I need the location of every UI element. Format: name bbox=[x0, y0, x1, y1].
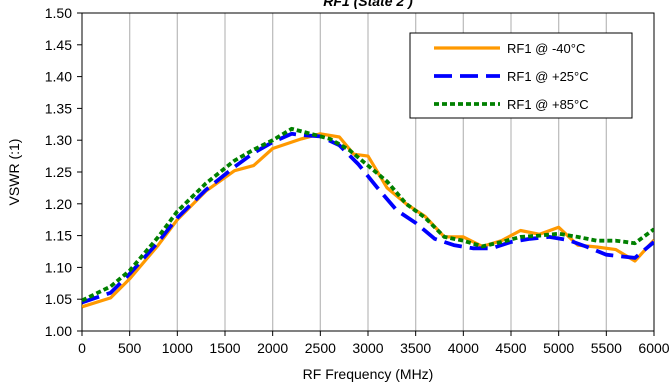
y-tick-label: 1.40 bbox=[45, 69, 72, 85]
series-layer bbox=[82, 126, 654, 309]
y-tick-label: 1.35 bbox=[45, 100, 72, 116]
x-tick-label: 4500 bbox=[495, 340, 526, 356]
y-tick-label: 1.10 bbox=[45, 259, 72, 275]
y-tick-label: 1.45 bbox=[45, 37, 72, 53]
legend: RF1 @ -40°C RF1 @ +25°C RF1 @ +85°C bbox=[409, 32, 633, 119]
y-tick-label: 1.15 bbox=[45, 228, 72, 244]
x-tick-label: 3500 bbox=[400, 340, 431, 356]
x-axis-label: RF Frequency (MHz) bbox=[303, 366, 434, 382]
legend-label-2: RF1 @ +85°C bbox=[507, 97, 589, 112]
x-tick-label: 6000 bbox=[638, 340, 669, 356]
y-tick-label: 1.30 bbox=[45, 132, 72, 148]
x-tick-label: 5000 bbox=[543, 340, 574, 356]
chart-title: RF1 (State 2 ) bbox=[323, 0, 413, 9]
x-tick-label: 500 bbox=[118, 340, 142, 356]
x-tick-label: 0 bbox=[78, 340, 86, 356]
x-tick-label: 5500 bbox=[591, 340, 622, 356]
series-line-2 bbox=[82, 126, 654, 303]
y-tick-label: 1.50 bbox=[45, 5, 72, 21]
y-tick-label: 1.05 bbox=[45, 291, 72, 307]
x-tick-label: 2500 bbox=[305, 340, 336, 356]
x-tick-label: 4000 bbox=[448, 340, 479, 356]
x-tick-label: 2000 bbox=[257, 340, 288, 356]
tick-layer: 0 500 1000 1500 2000 2500 3000 3500 4000 4500 5000… bbox=[45, 5, 670, 356]
x-tick-label: 3000 bbox=[352, 340, 383, 356]
legend-label-0: RF1 @ -40°C bbox=[507, 41, 585, 56]
x-tick-label: 1000 bbox=[162, 340, 193, 356]
y-tick-label: 1.00 bbox=[45, 323, 72, 339]
y-tick-label: 1.20 bbox=[45, 196, 72, 212]
series-line-1 bbox=[82, 131, 654, 305]
y-tick-label: 1.25 bbox=[45, 164, 72, 180]
legend-label-1: RF1 @ +25°C bbox=[507, 69, 589, 84]
x-tick-label: 1500 bbox=[209, 340, 240, 356]
y-axis-label: VSWR (:1) bbox=[6, 139, 22, 206]
